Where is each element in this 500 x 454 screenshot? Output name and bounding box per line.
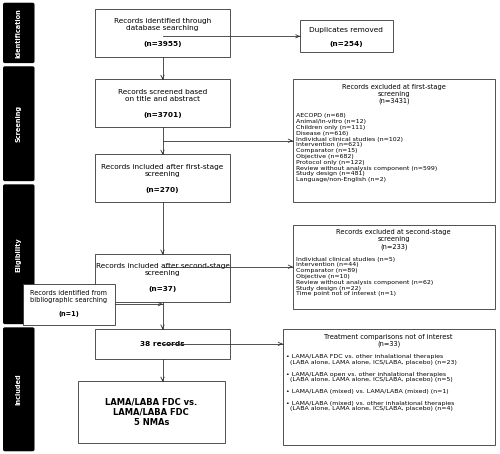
Text: Treatment comparisons not of interest
(n=33): Treatment comparisons not of interest (n…: [324, 334, 453, 347]
Bar: [78, 381, 225, 443]
Text: Included: Included: [16, 374, 22, 405]
Text: Records identified from
bibliographic searching: Records identified from bibliographic se…: [30, 291, 108, 303]
FancyBboxPatch shape: [3, 327, 34, 451]
Bar: [300, 20, 392, 52]
Text: Records screened based
on title and abstract: Records screened based on title and abst…: [118, 89, 207, 102]
Text: Records identified through
database searching: Records identified through database sear…: [114, 18, 211, 31]
Text: (n=254): (n=254): [330, 41, 363, 48]
Text: Records excluded at second-stage
screening
(n=233): Records excluded at second-stage screeni…: [336, 229, 451, 250]
Bar: [95, 79, 230, 127]
Text: AECOPD (n=68)
Animal/in-vitro (n=12)
Children only (n=111)
Disease (n=616)
Indiv: AECOPD (n=68) Animal/in-vitro (n=12) Chi…: [296, 114, 438, 183]
Text: Identification: Identification: [16, 8, 22, 58]
Text: Records included after second-stage
screening: Records included after second-stage scre…: [96, 263, 230, 276]
Bar: [95, 9, 230, 57]
Text: Individual clinical studies (n=5)
Intervention (n=44)
Comparator (n=89)
Objectiv: Individual clinical studies (n=5) Interv…: [296, 257, 434, 296]
Text: (n=3955): (n=3955): [144, 41, 182, 47]
Text: 38 records: 38 records: [140, 341, 185, 347]
Text: (n=3701): (n=3701): [143, 112, 182, 118]
Bar: [22, 284, 115, 325]
Text: Eligibility: Eligibility: [16, 237, 22, 271]
Bar: [95, 254, 230, 302]
Bar: [95, 329, 230, 359]
FancyBboxPatch shape: [3, 66, 34, 181]
Text: Records excluded at first-stage
screening
(n=3431): Records excluded at first-stage screenin…: [342, 84, 446, 104]
Text: (n=270): (n=270): [146, 187, 179, 192]
FancyBboxPatch shape: [3, 3, 34, 63]
Bar: [292, 79, 495, 202]
Text: Screening: Screening: [16, 105, 22, 142]
Text: (n=1): (n=1): [58, 311, 79, 317]
Bar: [282, 329, 495, 445]
Text: Records included after first-stage
screening: Records included after first-stage scree…: [102, 163, 224, 177]
Text: • LAMA/LABA FDC vs. other inhalational therapies
  (LABA alone, LAMA alone, ICS/: • LAMA/LABA FDC vs. other inhalational t…: [286, 354, 458, 411]
Text: LAMA/LABA FDC vs.
LAMA/LABA FDC
5 NMAs: LAMA/LABA FDC vs. LAMA/LABA FDC 5 NMAs: [105, 397, 198, 427]
Text: (n=37): (n=37): [148, 286, 176, 292]
FancyBboxPatch shape: [3, 184, 34, 324]
Bar: [95, 154, 230, 202]
Text: Duplicates removed: Duplicates removed: [310, 27, 383, 33]
Bar: [292, 225, 495, 309]
